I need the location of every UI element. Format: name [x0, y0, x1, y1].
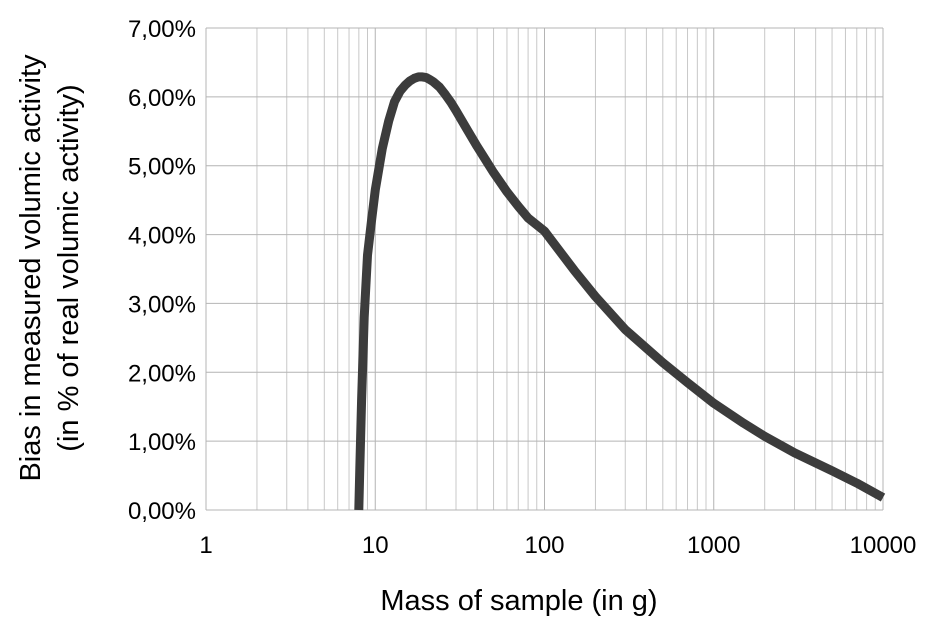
x-tick-label: 100 [524, 532, 564, 559]
y-axis-title-line2: (in % of real volumic activity) [53, 84, 85, 451]
y-tick-label: 0,00% [128, 498, 196, 525]
y-tick-label: 6,00% [128, 85, 196, 112]
y-axis-title-line1: Bias in measured volumic activity [15, 54, 47, 482]
y-tick-label: 2,00% [128, 360, 196, 387]
y-tick-label: 3,00% [128, 291, 196, 318]
x-tick-label: 10 [362, 532, 389, 559]
series-layer [354, 72, 886, 511]
y-tick-label: 1,00% [128, 429, 196, 456]
x-axis-title: Mass of sample (in g) [380, 585, 657, 617]
y-tick-labels: 0,00% 1,00% 2,00% 3,00% 4,00% 5,00% 6,00% 7,00% [128, 16, 196, 525]
x-tick-label: 10000 [850, 532, 917, 559]
y-axis-title: Bias in measured volumic activity (in % … [15, 54, 85, 482]
minor-gridlines [256, 28, 876, 510]
x-tick-labels: 1 10 100 1000 10000 [199, 532, 916, 559]
x-tick-label: 1000 [687, 532, 740, 559]
y-tick-label: 7,00% [128, 16, 196, 43]
series-line [354, 72, 886, 511]
y-tick-label: 4,00% [128, 223, 196, 250]
x-tick-label: 1 [199, 532, 212, 559]
major-gridlines [205, 27, 884, 511]
y-tick-label: 5,00% [128, 154, 196, 181]
